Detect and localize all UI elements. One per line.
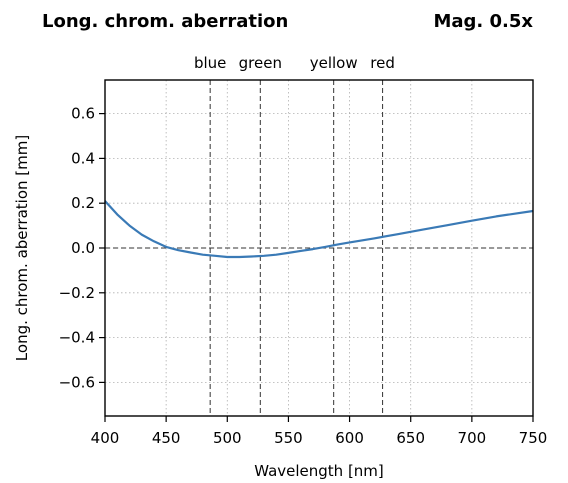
x-tick-label: 550: [274, 429, 303, 447]
band-labels: blue green yellow red: [194, 54, 395, 72]
y-tick-label: 0.2: [71, 194, 95, 212]
y-tick-label: 0.6: [71, 105, 95, 123]
x-tick-label: 700: [458, 429, 487, 447]
band-label-yellow: yellow: [310, 54, 358, 72]
y-axis-label: Long. chrom. aberration [mm]: [13, 135, 31, 361]
y-tick-label: 0.0: [71, 239, 95, 257]
y-tick-label: 0.4: [71, 149, 95, 167]
y-tick-label: −0.2: [59, 284, 95, 302]
x-axis-label: Wavelength [nm]: [254, 462, 384, 480]
chart-title: Long. chrom. aberration: [42, 11, 288, 32]
x-tick-label: 500: [213, 429, 242, 447]
x-axis: 400 450 500 550 600 650 700 750: [91, 416, 548, 447]
y-tick-label: −0.6: [59, 373, 95, 391]
y-axis: 0.6 0.4 0.2 0.0 −0.2 −0.4 −0.6: [59, 105, 105, 391]
y-tick-label: −0.4: [59, 329, 95, 347]
reference-lines: [105, 80, 533, 416]
x-tick-label: 650: [396, 429, 425, 447]
band-label-blue: blue: [194, 54, 226, 72]
x-tick-label: 450: [152, 429, 181, 447]
chart-subtitle: Mag. 0.5x: [433, 11, 533, 32]
x-tick-label: 600: [335, 429, 364, 447]
band-label-red: red: [370, 54, 395, 72]
x-tick-label: 750: [519, 429, 548, 447]
series-layer: [104, 200, 534, 259]
band-label-green: green: [239, 54, 282, 72]
x-tick-label: 400: [91, 429, 120, 447]
series-line: [104, 200, 534, 259]
